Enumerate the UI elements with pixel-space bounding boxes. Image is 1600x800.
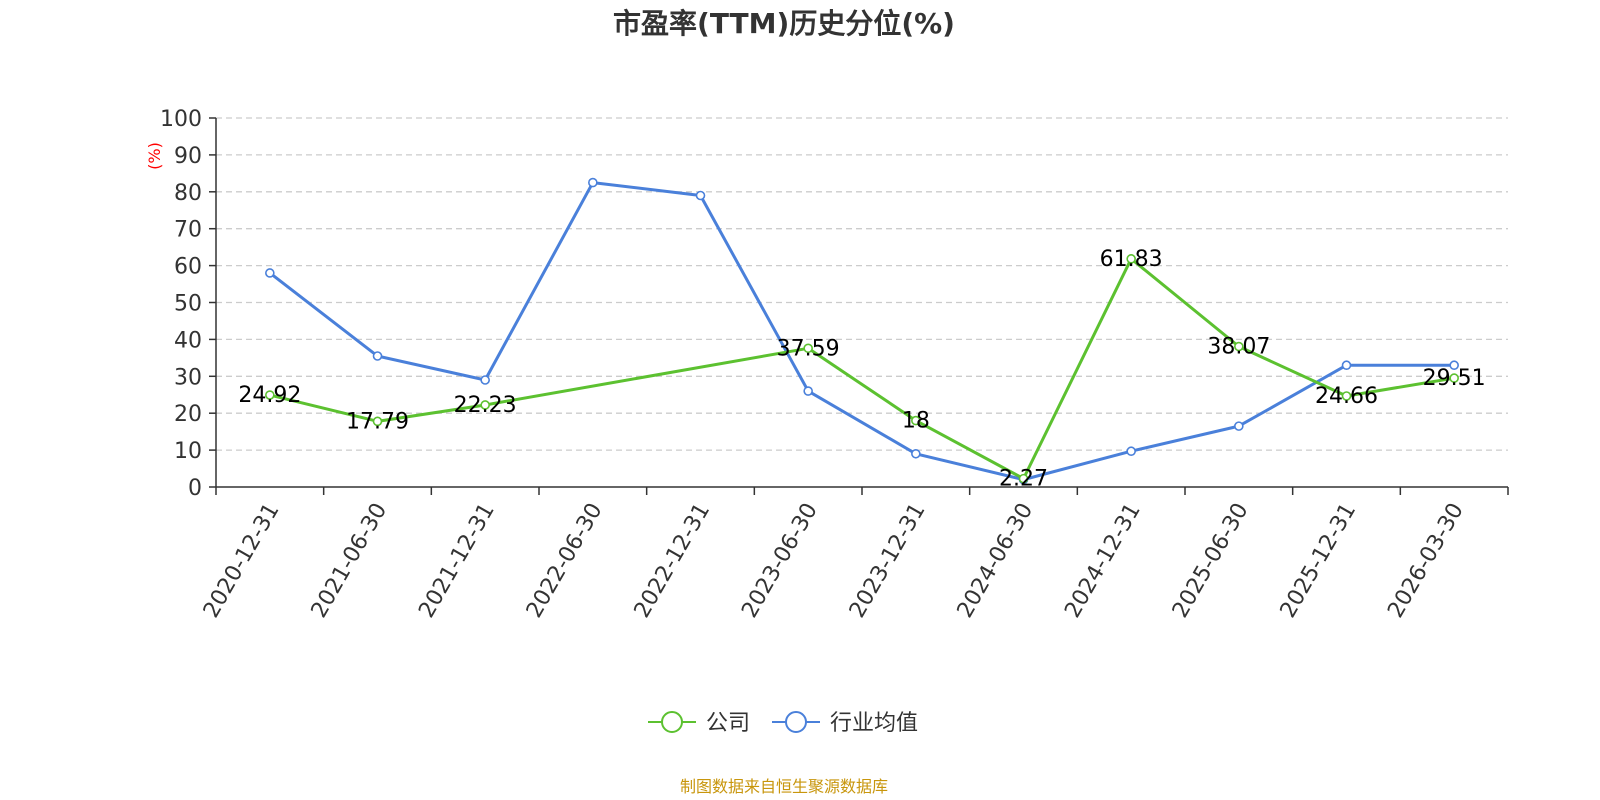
gridlines	[216, 117, 1508, 451]
data-point-industry[interactable]	[1234, 421, 1244, 431]
data-point-company[interactable]	[1018, 473, 1029, 484]
legend-marker-icon	[661, 711, 683, 733]
source-note: 制图数据来自恒生聚源数据库	[680, 777, 888, 796]
y-axis-ticks: 0 10 20 30 40 50 60 70 80 90 100	[160, 107, 216, 501]
data-label: 38.07	[1207, 335, 1270, 360]
legend-item-company[interactable]: 公司	[648, 711, 750, 736]
data-point-company[interactable]	[911, 415, 921, 426]
y-tick-label: 10	[174, 439, 202, 464]
data-point-company[interactable]	[265, 390, 275, 400]
data-label: 2.27	[999, 467, 1048, 492]
legend-item-industry[interactable]: 行业均值	[772, 711, 918, 736]
data-point-industry[interactable]	[480, 375, 490, 385]
x-tick-label: 2024-12-31	[1060, 499, 1146, 622]
data-point-industry[interactable]	[911, 448, 921, 459]
x-tick-label: 2023-06-30	[737, 499, 823, 622]
data-point-industry[interactable]	[1126, 446, 1136, 457]
data-label: 29.51	[1423, 366, 1486, 391]
data-point-industry[interactable]	[1341, 360, 1352, 371]
series-line-industry	[268, 181, 1455, 482]
data-point-industry[interactable]	[1449, 360, 1459, 371]
x-tick-label: 2026-03-30	[1383, 499, 1469, 622]
x-tick-label: 2021-12-31	[414, 499, 500, 622]
data-label: 17.79	[346, 409, 409, 434]
data-label: 24.92	[238, 383, 301, 408]
y-tick-label: 40	[174, 328, 202, 353]
y-tick-label: 80	[174, 181, 202, 206]
data-point-company[interactable]	[1126, 254, 1136, 264]
data-point-company[interactable]	[372, 416, 383, 427]
x-tick-label: 2024-06-30	[953, 499, 1039, 622]
data-point-company[interactable]	[480, 400, 490, 410]
data-label: 18	[902, 409, 930, 434]
data-point-company[interactable]	[1234, 341, 1244, 352]
x-tick-label: 2021-06-30	[307, 499, 393, 622]
series-line-company	[269, 257, 1455, 481]
data-label: 61.83	[1100, 247, 1163, 272]
data-point-industry[interactable]	[695, 190, 706, 201]
data-labels: 24.92 17.79 22.23 37.59 18 2.27 61.83 38.07 24.6…	[238, 247, 1485, 492]
data-point-industry[interactable]	[803, 386, 813, 396]
chart-title: 市盈率(TTM)历史分位(%)	[613, 7, 955, 40]
y-tick-label: 70	[174, 218, 202, 243]
x-tick-label: 2022-12-31	[630, 499, 716, 622]
legend[interactable]: 公司 行业均值	[648, 711, 918, 736]
data-point-company[interactable]	[1341, 391, 1352, 401]
x-tick-label: 2025-06-30	[1168, 499, 1254, 622]
data-point-industry[interactable]	[588, 177, 598, 188]
data-label: 24.66	[1315, 384, 1378, 409]
data-label: 22.23	[454, 393, 517, 418]
y-tick-label: 0	[188, 476, 202, 501]
y-tick-label: 100	[160, 107, 202, 132]
x-tick-label: 2022-06-30	[522, 499, 608, 622]
legend-label: 公司	[706, 711, 750, 736]
legend-marker-icon	[785, 711, 807, 733]
data-point-industry[interactable]	[372, 351, 383, 361]
x-tick-label: 2020-12-31	[199, 499, 285, 622]
y-axis-unit: (%)	[145, 142, 164, 170]
series-lines	[265, 177, 1459, 485]
x-tick-label: 2023-12-31	[845, 499, 931, 622]
data-label: 37.59	[777, 336, 840, 361]
y-tick-label: 90	[174, 144, 202, 169]
y-tick-label: 50	[174, 292, 202, 317]
y-tick-label: 30	[174, 365, 202, 390]
y-tick-label: 20	[174, 402, 202, 427]
legend-label: 行业均值	[830, 711, 918, 736]
data-point-industry[interactable]	[265, 268, 275, 278]
data-point-company[interactable]	[1449, 373, 1459, 383]
data-point-company[interactable]	[803, 343, 813, 354]
y-tick-label: 60	[174, 255, 202, 280]
x-axis-ticks: 2020-12-31 2021-06-30 2021-12-31 2022-06-30…	[199, 487, 1509, 622]
x-tick-label: 2025-12-31	[1276, 499, 1362, 622]
